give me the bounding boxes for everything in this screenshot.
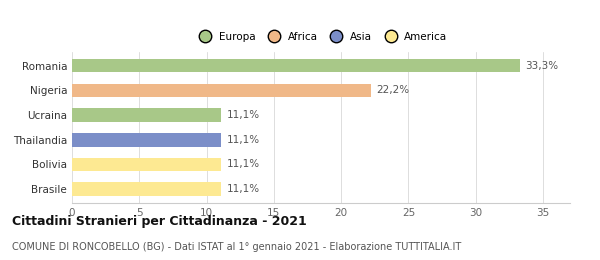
Text: 33,3%: 33,3% xyxy=(526,61,559,71)
Text: Cittadini Stranieri per Cittadinanza - 2021: Cittadini Stranieri per Cittadinanza - 2… xyxy=(12,214,307,228)
Text: COMUNE DI RONCOBELLO (BG) - Dati ISTAT al 1° gennaio 2021 - Elaborazione TUTTITA: COMUNE DI RONCOBELLO (BG) - Dati ISTAT a… xyxy=(12,242,461,252)
Text: 11,1%: 11,1% xyxy=(227,135,260,145)
Bar xyxy=(72,59,520,73)
Text: 22,2%: 22,2% xyxy=(376,85,409,95)
Bar xyxy=(72,182,221,196)
Bar xyxy=(72,158,221,171)
Bar xyxy=(72,108,221,122)
Bar xyxy=(72,83,371,97)
Bar xyxy=(72,133,221,147)
Text: 11,1%: 11,1% xyxy=(227,184,260,194)
Text: 11,1%: 11,1% xyxy=(227,159,260,170)
Legend: Europa, Africa, Asia, America: Europa, Africa, Asia, America xyxy=(193,30,449,44)
Text: 11,1%: 11,1% xyxy=(227,110,260,120)
